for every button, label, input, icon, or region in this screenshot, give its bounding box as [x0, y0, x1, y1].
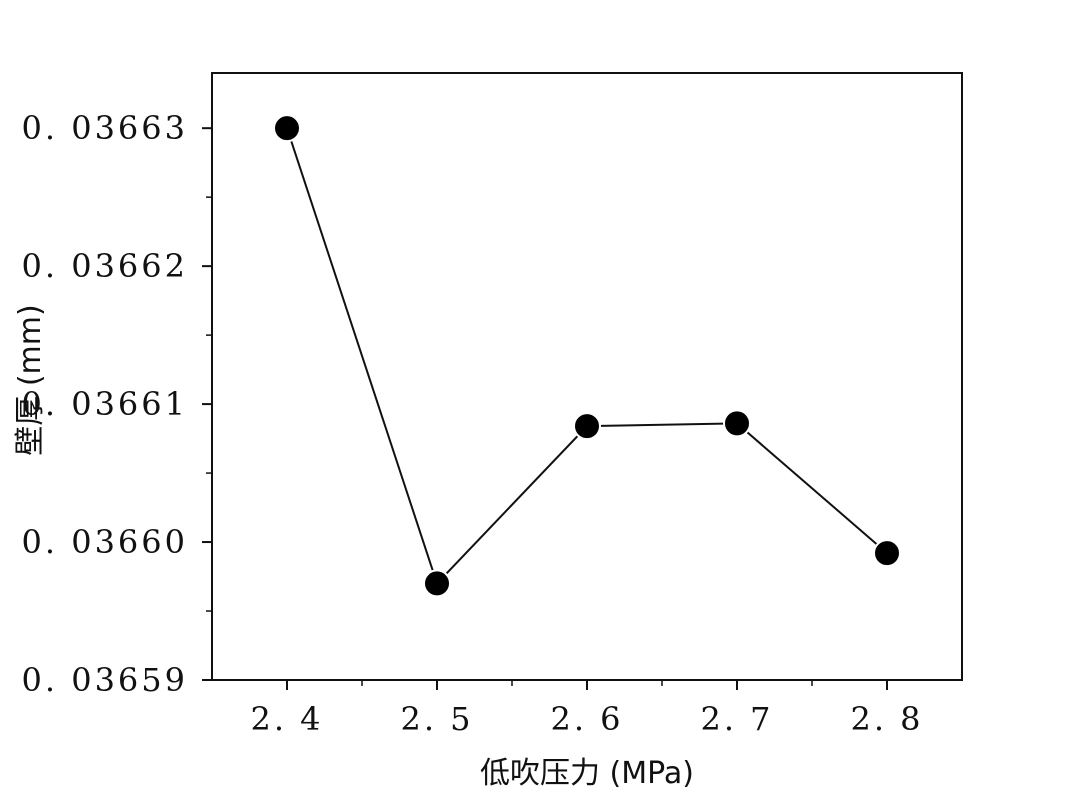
data-point — [573, 412, 601, 441]
y-axis: 0. 03659 0. 03660 0. 03661 0. 03662 0. 03663 — [22, 109, 212, 699]
x-tick-label: 2. 6 — [550, 700, 623, 738]
x-axis: 2. 4 2. 5 2. 6 2. 7 2. 8 — [250, 680, 923, 738]
x-tick-label: 2. 5 — [400, 700, 473, 738]
x-tick-label: 2. 8 — [850, 700, 923, 738]
data-point — [423, 569, 451, 598]
x-tick-label: 2. 7 — [700, 700, 773, 738]
y-tick-label: 0. 03661 — [22, 385, 189, 423]
y-axis-title: 壁厚 (mm) — [13, 304, 48, 455]
series-line — [286, 127, 888, 586]
series — [273, 114, 901, 598]
x-tick-label: 2. 4 — [250, 700, 323, 738]
plot-frame — [211, 72, 963, 681]
y-tick-label: 0. 03662 — [22, 247, 189, 285]
data-point — [273, 114, 301, 143]
data-point — [873, 539, 901, 568]
y-tick-label: 0. 03660 — [22, 523, 189, 561]
x-axis-title: 低吹压力 (MPa) — [480, 756, 694, 791]
data-point — [723, 409, 751, 438]
y-tick-label: 0. 03659 — [22, 661, 189, 699]
y-tick-label: 0. 03663 — [22, 109, 189, 147]
